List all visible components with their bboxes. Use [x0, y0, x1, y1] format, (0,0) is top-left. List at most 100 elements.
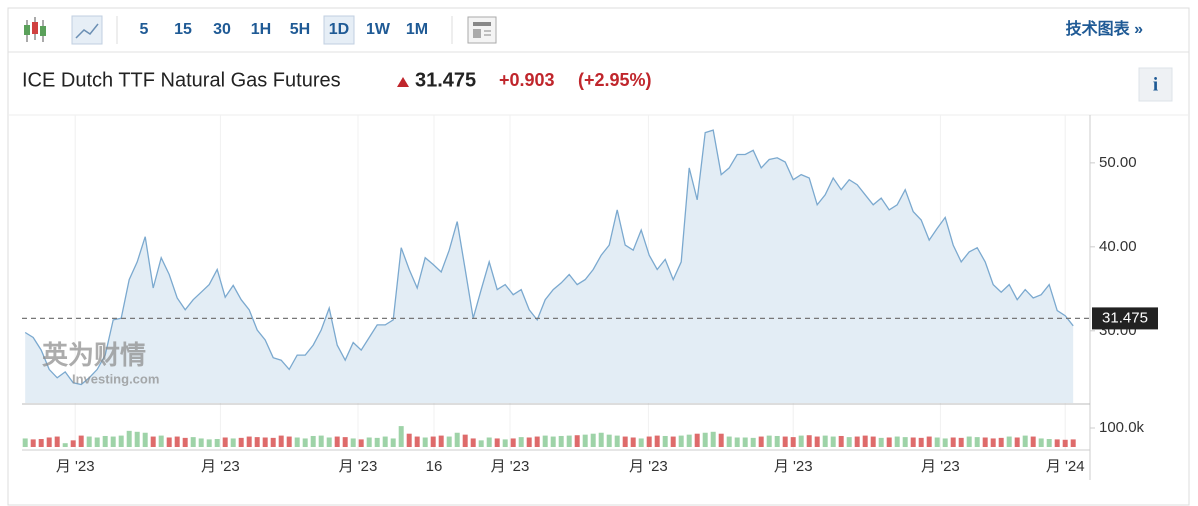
volume-bar	[894, 436, 900, 447]
frame	[7, 7, 1190, 506]
volume-bar	[878, 437, 884, 447]
volume-bar	[246, 436, 252, 447]
volume-bar	[294, 437, 300, 447]
x-tick-label: 月 '23	[774, 458, 813, 475]
volume-bar	[574, 435, 580, 447]
volume-bar	[78, 435, 84, 447]
volume-bar	[30, 439, 36, 447]
volume-bar	[510, 438, 516, 447]
volume-bar	[806, 435, 812, 447]
volume-bar	[710, 431, 716, 447]
interval-button[interactable]: 15	[174, 21, 192, 38]
volume-bar	[214, 439, 220, 447]
price: 31.475	[415, 69, 476, 91]
volume-bar	[702, 432, 708, 447]
volume-bar	[1030, 436, 1036, 447]
volume-bar	[182, 437, 188, 447]
volume-bar	[1062, 439, 1068, 447]
volume-bar	[694, 433, 700, 447]
candle-icon[interactable]	[24, 17, 46, 42]
info-icon[interactable]: i	[1153, 74, 1158, 95]
volume-bar	[382, 436, 388, 447]
tech-chart-link[interactable]: 技术图表 »	[1066, 19, 1143, 38]
interval-button[interactable]: 5H	[290, 21, 310, 38]
volume-bar	[990, 438, 996, 447]
volume-bar	[286, 436, 292, 447]
interval-button[interactable]: 5	[140, 21, 149, 38]
volume-bar	[166, 437, 172, 447]
x-tick-label: 月 '23	[339, 458, 378, 475]
x-tick-label: 月 '24	[1046, 458, 1085, 475]
volume-bar	[902, 437, 908, 447]
volume-bar	[102, 435, 108, 447]
volume-bar	[142, 432, 148, 447]
price-area	[25, 130, 1074, 403]
volume-tick-label: 100.0k	[1099, 419, 1145, 436]
volume-bar	[886, 437, 892, 447]
volume-bar	[238, 437, 244, 447]
volume-bar	[750, 437, 756, 447]
interval-button[interactable]: 1D	[329, 21, 349, 38]
volume-bar	[558, 435, 564, 447]
interval-button[interactable]: 30	[213, 21, 231, 38]
volume-bar	[742, 437, 748, 447]
volume-bar	[318, 435, 324, 447]
volume-bar	[678, 435, 684, 447]
volume-bar	[998, 437, 1004, 447]
volume-bar	[686, 434, 692, 447]
volume-bar	[982, 437, 988, 447]
volume-bar	[206, 439, 212, 447]
volume-bar	[822, 435, 828, 447]
volume-bar	[958, 437, 964, 447]
volume-bar	[110, 436, 116, 447]
interval-button[interactable]: 1H	[251, 21, 271, 38]
volume-bar	[230, 438, 236, 447]
volume-bar	[614, 435, 620, 447]
volume-bar	[846, 437, 852, 447]
volume-bar	[1006, 436, 1012, 447]
volume-bar	[134, 431, 140, 447]
volume-bar	[326, 437, 332, 447]
volume-bar	[598, 432, 604, 447]
volume-bar	[926, 436, 932, 447]
x-tick-label: 月 '23	[629, 458, 668, 475]
volume-bar	[462, 434, 468, 447]
volume-bar	[718, 433, 724, 447]
volume-bar	[950, 437, 956, 447]
info-button[interactable]	[1138, 67, 1173, 102]
volume-bar	[870, 436, 876, 447]
volume-bar	[590, 433, 596, 447]
volume-bar	[94, 437, 100, 447]
interval-button[interactable]: 1M	[406, 21, 428, 38]
volume-bar	[342, 437, 348, 447]
volume-bar	[398, 426, 404, 447]
volume-bar	[782, 436, 788, 447]
x-tick-label: 16	[426, 458, 443, 475]
volume-bar	[630, 437, 636, 447]
volume-bar	[606, 434, 612, 447]
volume-bar	[126, 430, 132, 447]
volume-bar	[406, 433, 412, 447]
volume-bar	[486, 437, 492, 447]
volume-bar	[158, 435, 164, 447]
volume-bar	[830, 436, 836, 447]
volume-bar	[446, 436, 452, 447]
volume-bar	[478, 440, 484, 447]
interval-selected	[323, 15, 355, 45]
line-icon[interactable]	[71, 15, 103, 45]
volume-bar	[646, 436, 652, 447]
layout-icon[interactable]	[467, 16, 497, 44]
up-arrow	[397, 77, 409, 87]
volume-bar	[790, 437, 796, 447]
volume-bar	[1046, 439, 1052, 447]
volume-bar	[470, 438, 476, 447]
volume-bar	[22, 438, 28, 447]
last-price-box	[1092, 307, 1158, 330]
volume-bar	[534, 436, 540, 447]
volume-bar	[414, 436, 420, 447]
volume-bar	[798, 435, 804, 447]
volume-bar	[966, 436, 972, 447]
interval-button[interactable]: 1W	[366, 21, 391, 38]
volume-bar	[254, 437, 260, 447]
volume-bar	[366, 437, 372, 447]
